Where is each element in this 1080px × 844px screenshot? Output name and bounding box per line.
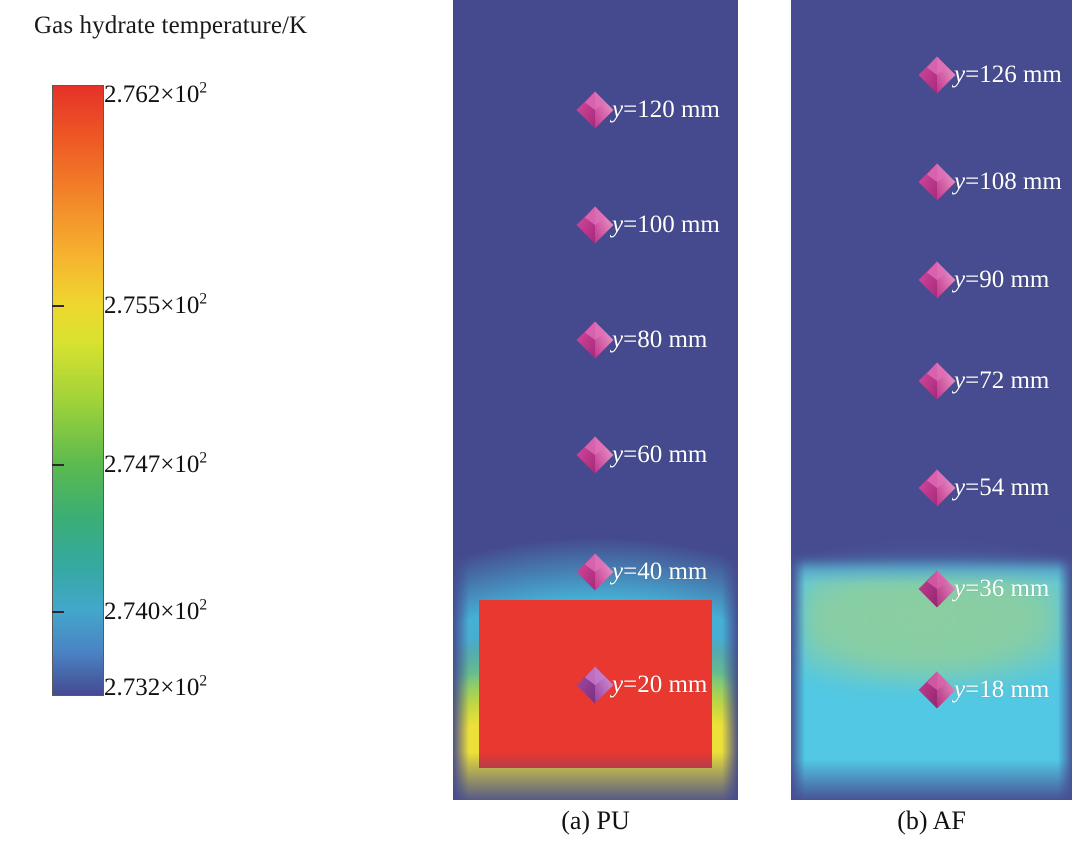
probe-value: =20 mm (623, 670, 708, 698)
octahedron-marker-icon (918, 163, 956, 201)
temperature-field-pu (453, 0, 738, 800)
probe-variable: y (954, 474, 966, 501)
colorbar-label-exponent: 2 (199, 596, 208, 614)
probe-variable: y (954, 168, 966, 196)
probe-value: =72 mm (965, 366, 1050, 394)
field-layer-edge-fade (791, 0, 1072, 800)
probe-label: y=126 mm (954, 61, 1062, 89)
probe-value: =54 mm (965, 474, 1050, 501)
probe-value: =126 mm (965, 61, 1062, 89)
probe-variable: y (954, 61, 966, 89)
probe-variable: y (954, 366, 966, 394)
colorbar-tick-1 (52, 305, 64, 307)
temperature-field-af (791, 0, 1072, 800)
colorbar-label-mantissa: 2.755 (104, 292, 161, 319)
probe-marker-group[interactable]: y=60 mm (574, 434, 707, 476)
colorbar (52, 85, 104, 696)
colorbar-label-exponent: 2 (199, 79, 208, 97)
octahedron-marker-icon (576, 91, 614, 129)
colorbar-label-exponent: 2 (199, 449, 208, 467)
probe-marker-group[interactable]: y=120 mm (574, 89, 720, 131)
probe-marker-group[interactable]: y=90 mm (916, 259, 1049, 301)
octahedron-marker-icon (918, 56, 956, 94)
probe-variable: y (954, 266, 966, 293)
probe-marker-group[interactable]: y=80 mm (574, 319, 707, 361)
octahedron-marker-icon (576, 321, 614, 359)
probe-variable: y (612, 326, 624, 353)
probe-value: =90 mm (965, 266, 1050, 293)
octahedron-marker-icon (918, 671, 956, 709)
colorbar-label-2: 2.747×102 (104, 449, 208, 478)
octahedron-marker-icon (576, 436, 614, 474)
probe-value: =108 mm (965, 168, 1062, 196)
probe-label: y=80 mm (612, 326, 707, 354)
octahedron-marker-icon (918, 570, 956, 608)
octahedron-marker-icon (918, 261, 956, 299)
contour-panel-af: y=126 mm y=108 mm y=90 mm y=72 mm (791, 0, 1072, 800)
probe-marker-group[interactable]: y=40 mm (574, 551, 707, 593)
probe-label: y=36 mm (954, 575, 1049, 603)
probe-value: =80 mm (623, 326, 708, 353)
probe-value: =40 mm (623, 558, 708, 585)
probe-marker-group[interactable]: y=126 mm (916, 54, 1062, 96)
probe-label: y=40 mm (612, 558, 707, 586)
octahedron-marker-icon (576, 666, 614, 704)
colorbar-label-mantissa: 2.762 (104, 81, 161, 108)
probe-marker-group[interactable]: y=108 mm (916, 161, 1062, 203)
colorbar-label-0: 2.762×102 (104, 79, 208, 108)
probe-label: y=20 mm (612, 671, 707, 699)
probe-variable: y (612, 670, 624, 698)
probe-marker-group[interactable]: y=36 mm (916, 568, 1049, 610)
probe-value: =100 mm (623, 210, 720, 238)
colorbar-label-exponent: 2 (199, 290, 208, 308)
probe-variable: y (612, 558, 624, 585)
probe-label: y=108 mm (954, 168, 1062, 196)
colorbar-label-3: 2.740×102 (104, 596, 208, 625)
probe-marker-group[interactable]: y=18 mm (916, 669, 1049, 711)
probe-label: y=18 mm (954, 676, 1049, 704)
colorbar-tick-2 (52, 464, 64, 466)
probe-label: y=54 mm (954, 474, 1049, 502)
probe-variable: y (954, 574, 966, 602)
probe-variable: y (612, 96, 624, 124)
colorbar-label-1: 2.755×102 (104, 290, 208, 319)
panel-caption-pu: (a) PU (561, 806, 630, 835)
panel-caption-af: (b) AF (897, 806, 966, 835)
probe-variable: y (612, 441, 624, 469)
colorbar-label-exponent: 2 (199, 672, 208, 690)
octahedron-marker-icon (918, 362, 956, 400)
colorbar-label-mantissa: 2.740 (104, 598, 161, 625)
probe-value: =60 mm (623, 441, 708, 469)
octahedron-marker-icon (918, 469, 956, 507)
field-layer-edge-fade (453, 0, 738, 800)
colorbar-tick-3 (52, 611, 64, 613)
probe-variable: y (612, 210, 624, 238)
probe-value: =36 mm (965, 574, 1050, 602)
octahedron-marker-icon (576, 206, 614, 244)
probe-label: y=90 mm (954, 266, 1049, 294)
probe-label: y=72 mm (954, 367, 1049, 395)
probe-marker-group[interactable]: y=20 mm (574, 664, 707, 706)
probe-label: y=100 mm (612, 211, 720, 239)
probe-marker-group[interactable]: y=72 mm (916, 360, 1049, 402)
colorbar-label-mantissa: 2.747 (104, 451, 161, 478)
colorbar-label-4: 2.732×102 (104, 672, 208, 701)
probe-label: y=60 mm (612, 441, 707, 469)
probe-value: =120 mm (623, 96, 720, 124)
probe-label: y=120 mm (612, 96, 720, 124)
probe-variable: y (954, 676, 966, 704)
probe-marker-group[interactable]: y=100 mm (574, 204, 720, 246)
colorbar-label-mantissa: 2.732 (104, 674, 161, 701)
octahedron-marker-icon (576, 553, 614, 591)
colorbar-title: Gas hydrate temperature/K (34, 12, 308, 39)
probe-marker-group[interactable]: y=54 mm (916, 467, 1049, 509)
probe-value: =18 mm (965, 676, 1050, 704)
colorbar-gradient (52, 85, 104, 696)
contour-panel-pu: y=120 mm y=100 mm y=80 mm y=60 mm (453, 0, 738, 800)
